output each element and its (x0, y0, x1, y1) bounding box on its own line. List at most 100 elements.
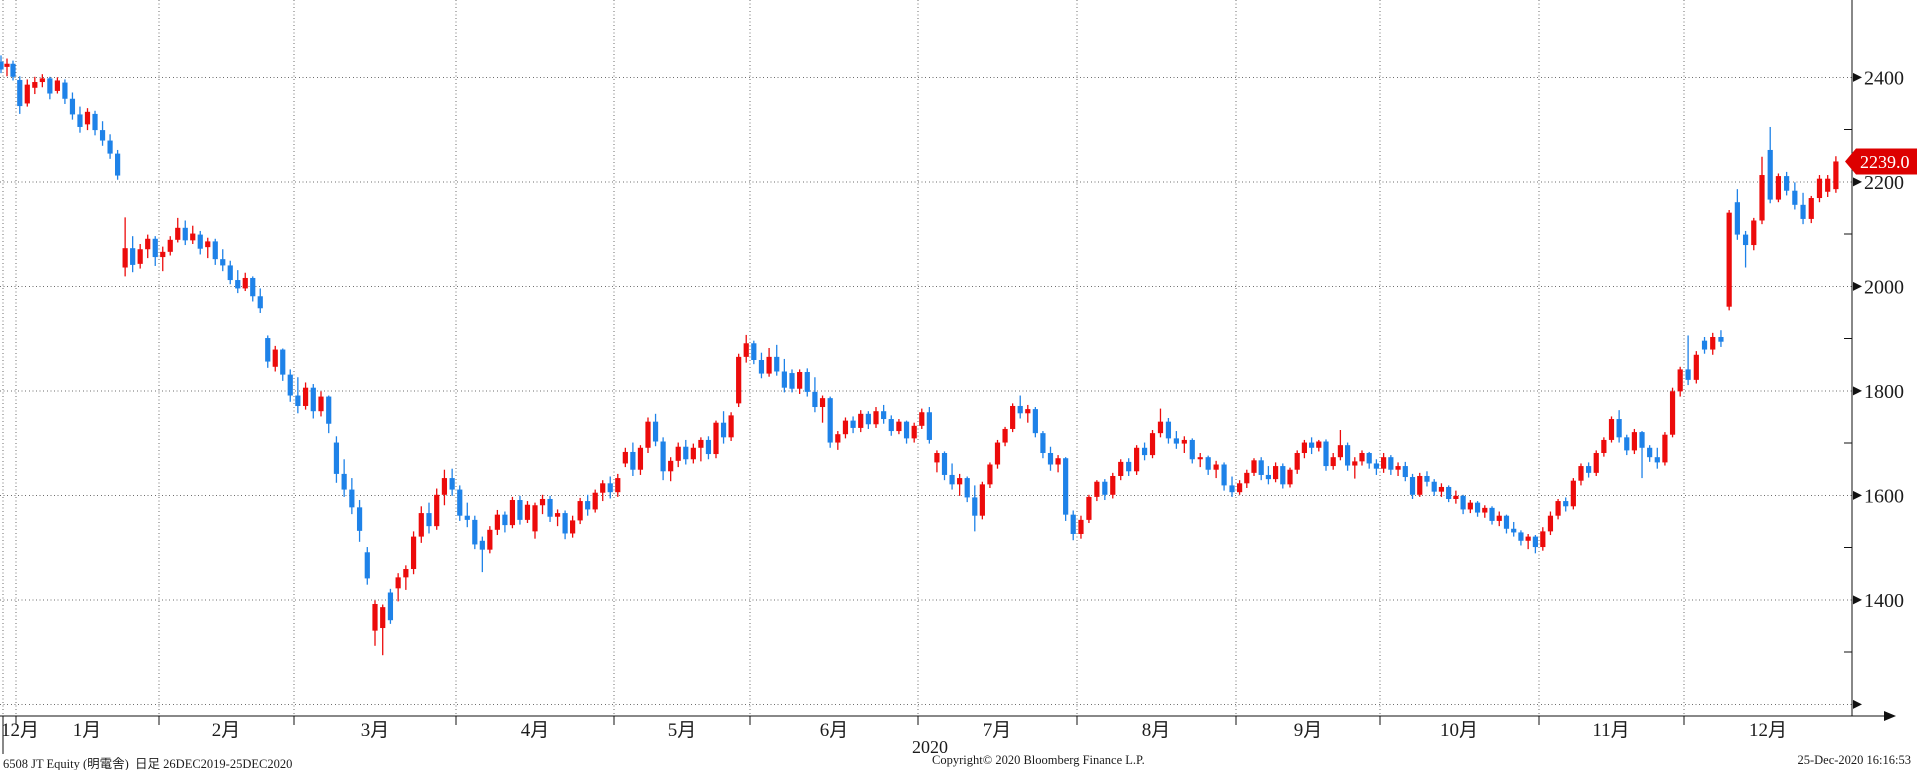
candle-body (1055, 458, 1061, 465)
candle-body (1662, 434, 1668, 463)
candle (1767, 126, 1773, 204)
candle (1460, 494, 1466, 515)
candle-body (637, 447, 644, 470)
candle-body (242, 277, 248, 289)
candle (257, 288, 263, 313)
candle (797, 369, 803, 394)
candle-body (441, 478, 448, 495)
candle-body (17, 79, 23, 107)
candle-body (850, 420, 856, 428)
x-axis-month-label: 10月 (1440, 720, 1478, 741)
candle-body (622, 451, 628, 464)
candle (675, 442, 681, 468)
candle (888, 415, 894, 436)
candle (600, 480, 606, 502)
x-axis-month-label: 4月 (521, 720, 550, 741)
candle (577, 497, 583, 525)
candle (1025, 404, 1031, 423)
candle-body (1118, 461, 1124, 476)
candle (227, 260, 233, 285)
candle (39, 74, 45, 88)
candle (1647, 445, 1653, 462)
candle (1126, 458, 1132, 476)
candle (622, 447, 628, 468)
candle-body (524, 504, 531, 520)
candle (645, 417, 651, 454)
candle-body (1047, 453, 1054, 465)
candle-body (751, 343, 757, 360)
candle (1086, 494, 1092, 524)
candle-body (77, 114, 83, 127)
candle (1409, 473, 1416, 499)
candle-body (1213, 464, 1219, 470)
candle-body (1784, 176, 1790, 191)
candle (326, 395, 332, 434)
candle (509, 496, 516, 529)
candle-body (318, 396, 324, 412)
candle (1718, 330, 1724, 347)
candle (137, 244, 143, 269)
candle (302, 382, 309, 410)
candle-body (494, 514, 500, 530)
candle-body (1373, 463, 1379, 469)
timestamp: 25-Dec-2020 16:16:53 (1797, 753, 1911, 767)
candle-body (1616, 419, 1622, 438)
candle-body (107, 140, 113, 154)
candle-body (881, 411, 887, 420)
candle-body (227, 265, 233, 281)
chart-title: 6508 JT Equity (明電舎) 日足 26DEC2019-25DEC2… (3, 757, 293, 770)
candle (881, 404, 887, 424)
candle (1438, 483, 1445, 497)
candle (242, 272, 248, 292)
candle-body (1110, 475, 1116, 495)
candle-body (577, 501, 583, 521)
candle (380, 604, 386, 656)
candle (979, 481, 985, 520)
candle (220, 249, 226, 272)
candle (1055, 455, 1061, 473)
candle (683, 439, 689, 465)
candle-body (827, 398, 833, 443)
candle (341, 459, 347, 497)
candle (190, 225, 196, 245)
candle-body (1726, 212, 1732, 307)
candle-body (812, 391, 818, 408)
candle (1094, 480, 1100, 502)
candle-body (1496, 515, 1502, 521)
candle-body (1742, 234, 1749, 246)
candle (758, 352, 765, 379)
x-axis-month-label: 7月 (983, 720, 1012, 741)
candle-body (1759, 175, 1765, 221)
candle (547, 495, 553, 522)
x-axis-month-label: 12月 (1, 720, 39, 741)
candle (1173, 431, 1179, 449)
candle-body (47, 78, 53, 94)
candle-body (1654, 457, 1660, 463)
candle (1213, 460, 1219, 479)
y-axis-label: 2000 (1864, 276, 1904, 298)
candle-body (1181, 439, 1187, 444)
y-axis-label: 1400 (1864, 590, 1904, 612)
candle (1197, 453, 1203, 468)
candle (182, 220, 188, 246)
candle-body (115, 153, 121, 176)
candle-body (1460, 495, 1466, 510)
candle-body (250, 277, 256, 297)
candle (1381, 453, 1387, 473)
candle (987, 462, 993, 489)
candle (1759, 156, 1765, 225)
candle-body (356, 507, 363, 531)
candle-body (333, 442, 340, 474)
candle (827, 396, 833, 448)
candle (517, 495, 523, 525)
candle (1608, 416, 1615, 443)
candle (92, 110, 98, 136)
candle-body (1647, 447, 1653, 458)
candle-body (372, 604, 378, 631)
candle (250, 276, 256, 302)
candle (1710, 332, 1716, 355)
candle-body (265, 338, 271, 362)
copyright-notice: Copyright© 2020 Bloomberg Finance L.P. (932, 753, 1145, 767)
candle-body (1102, 481, 1108, 495)
